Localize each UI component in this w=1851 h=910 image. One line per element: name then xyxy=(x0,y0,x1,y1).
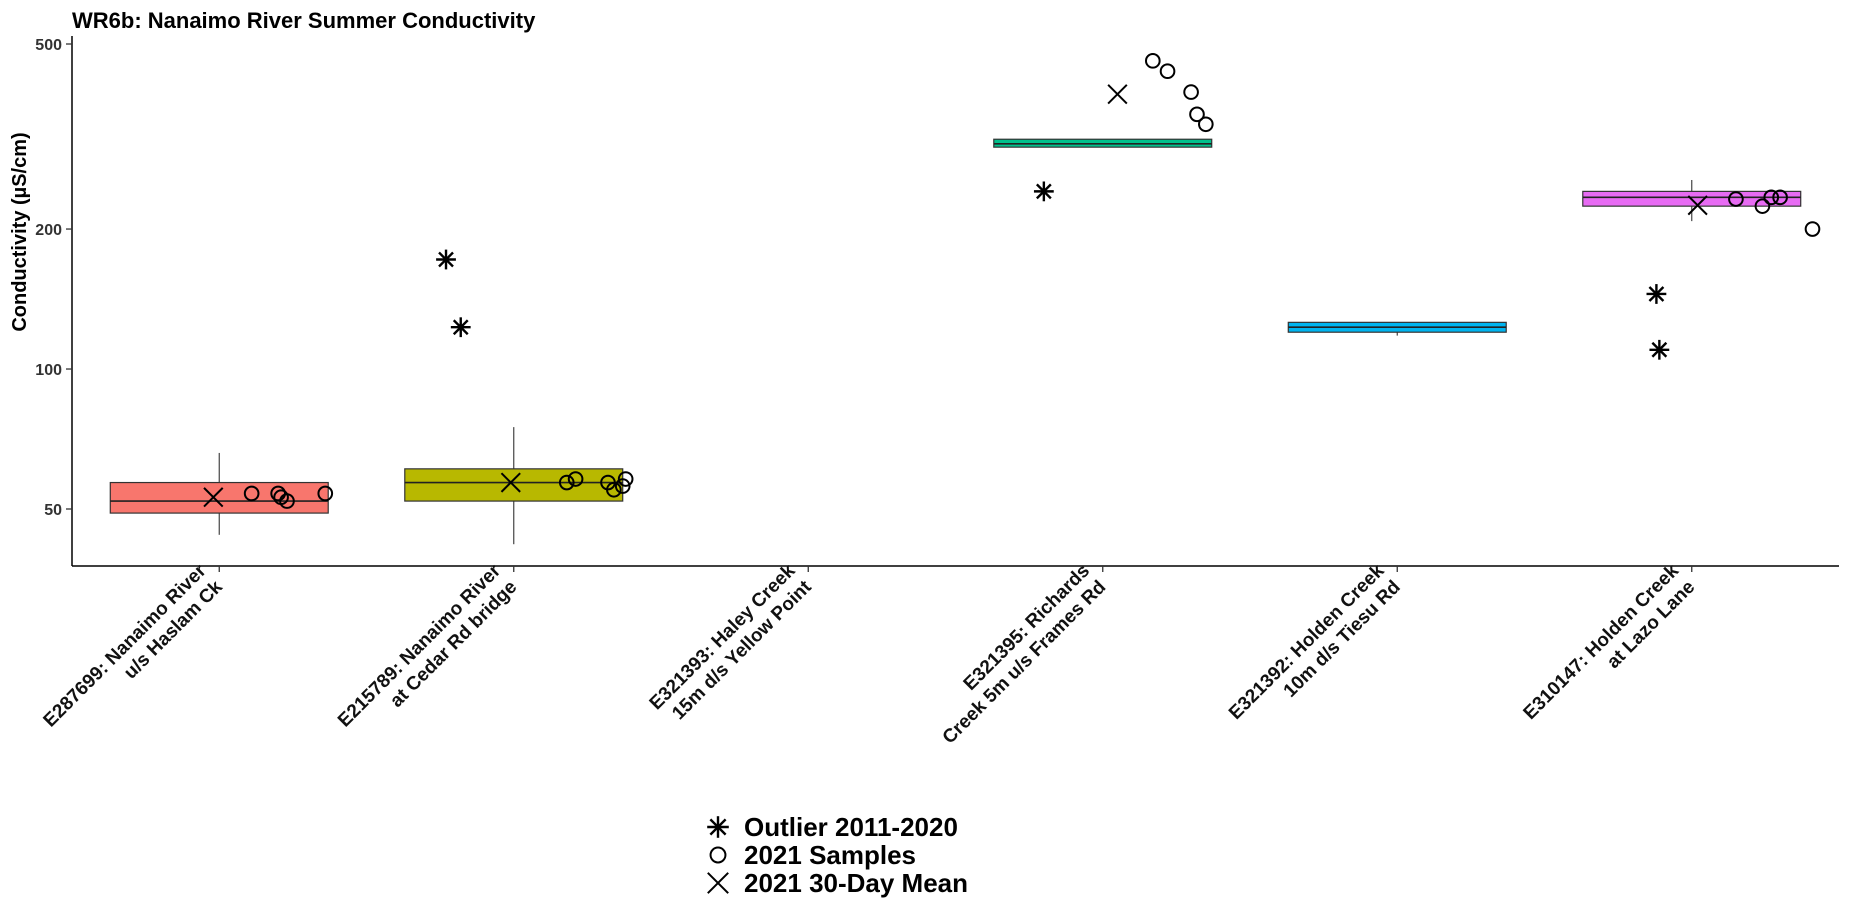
legend-marker xyxy=(707,816,729,838)
legend-label: Outlier 2011-2020 xyxy=(744,812,958,842)
box xyxy=(109,452,329,535)
legend-item: 2021 30-Day Mean xyxy=(707,868,968,898)
box xyxy=(404,427,624,545)
boxes-layer xyxy=(109,138,1802,545)
box-rect xyxy=(404,468,624,502)
box xyxy=(1287,321,1507,336)
box-rect xyxy=(109,481,329,514)
sample-point xyxy=(243,485,260,502)
x-tick-label-line: E215789: Nanaimo River xyxy=(334,560,505,731)
points-layer xyxy=(203,53,1821,509)
sample-point xyxy=(606,481,622,498)
sample-point xyxy=(1159,63,1176,80)
outlier-point xyxy=(436,249,456,270)
sample-point xyxy=(558,474,575,491)
legend-label: 2021 Samples xyxy=(744,840,916,870)
sample-point xyxy=(1144,53,1161,69)
sample-point xyxy=(1772,189,1788,206)
sample-point xyxy=(1189,106,1205,123)
mean-point xyxy=(1107,84,1128,105)
x-tick-label-line: 15m d/s Yellow Point xyxy=(668,576,816,724)
sample-point xyxy=(617,471,634,487)
y-axis-title: Conductivity (µS/cm) xyxy=(9,132,31,331)
sample-point xyxy=(1728,191,1744,207)
sample-point xyxy=(317,485,334,502)
x-tick-label-line: E321393: Haley Creek xyxy=(646,560,800,714)
legend-item: Outlier 2011-2020 xyxy=(707,812,958,842)
outlier-point xyxy=(450,317,471,338)
sample-point xyxy=(1763,189,1780,206)
box xyxy=(993,138,1213,148)
y-tick-label: 500 xyxy=(35,37,62,54)
x-tick-label-line: E287699: Nanaimo River xyxy=(40,560,211,731)
outlier-point xyxy=(1033,181,1054,202)
sample-point xyxy=(1754,198,1771,214)
mean-point xyxy=(1687,195,1708,216)
mean-point xyxy=(203,487,224,508)
sample-point xyxy=(614,478,631,494)
mean-point xyxy=(500,472,521,493)
sample-point xyxy=(270,485,286,502)
sample-point xyxy=(1804,221,1821,237)
y-tick-label: 50 xyxy=(44,502,62,519)
legend-label: 2021 30-Day Mean xyxy=(744,868,968,898)
y-tick-label: 200 xyxy=(35,222,62,239)
outlier-point xyxy=(1649,339,1670,360)
x-tick-label-line: E310147: Holden Creek xyxy=(1520,560,1684,724)
axes-layer: 50 100 200 500 xyxy=(35,36,1839,572)
outlier-point xyxy=(1646,284,1667,304)
chart-title: WR6b: Nanaimo River Summer Conductivity xyxy=(72,8,536,33)
x-tick-label-line: E321392: Holden Creek xyxy=(1225,560,1389,724)
y-tick-label: 100 xyxy=(35,362,62,379)
x-tick-label-line: Creek 5m u/s Frames Rd xyxy=(939,577,1111,749)
sample-point xyxy=(567,471,584,487)
legend-marker xyxy=(707,872,729,894)
sample-point xyxy=(279,493,295,509)
sample-point xyxy=(1198,116,1214,133)
sample-point xyxy=(1183,84,1199,100)
legend-item: 2021 Samples xyxy=(709,840,916,870)
legend-marker xyxy=(709,846,727,864)
